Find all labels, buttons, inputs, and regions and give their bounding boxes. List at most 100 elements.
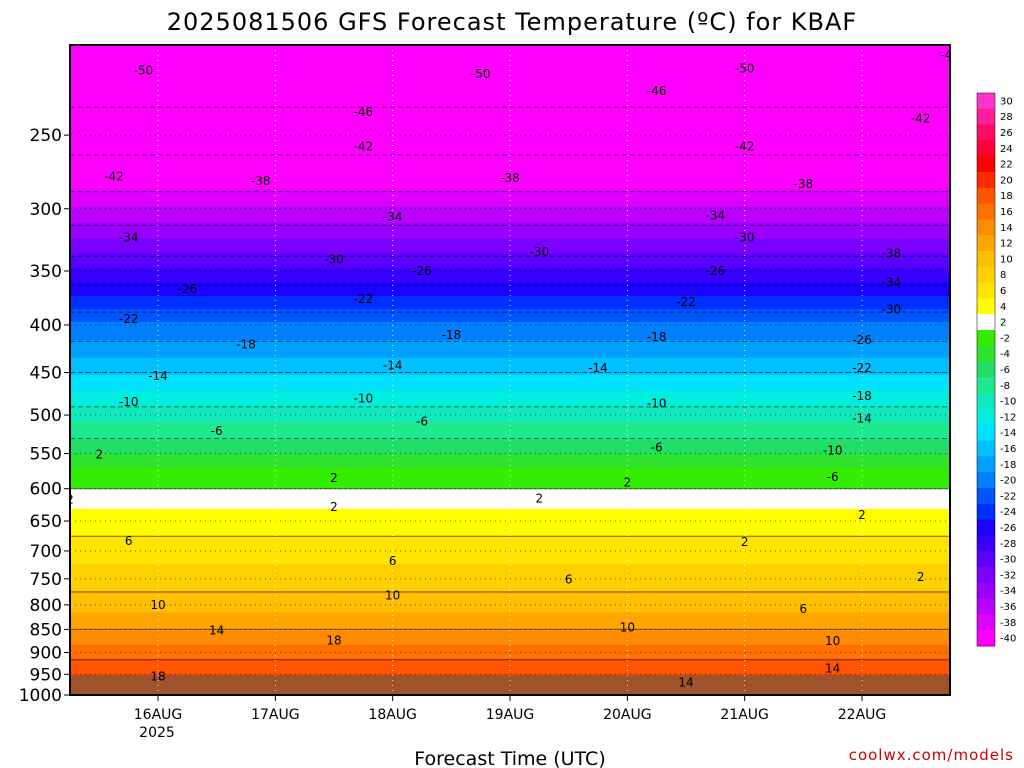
y-tick-label: 750 — [30, 570, 62, 590]
contour-label: -18 — [852, 389, 872, 403]
chart-title: 2025081506 GFS Forecast Temperature (ºC)… — [167, 8, 857, 36]
temperature-band — [70, 198, 950, 208]
time-axis: 16AUG 17AUG 18AUG 19AUG 20AUG 21AUG 22AUG — [134, 695, 886, 723]
temperature-band — [70, 615, 950, 620]
temperature-band — [70, 123, 950, 135]
temperature-band — [70, 426, 950, 432]
contour-label: -6 — [416, 414, 428, 428]
contour-label: -34 — [119, 230, 139, 244]
temperature-band — [70, 91, 950, 104]
temperature-band — [70, 133, 950, 145]
contour-label: -10 — [119, 395, 139, 409]
temperature-band — [70, 416, 950, 422]
temperature-band — [70, 374, 950, 381]
x-axis-title: Forecast Time (UTC) — [414, 748, 605, 768]
contour-label: 10 — [825, 634, 840, 648]
colorbar-swatch — [977, 440, 995, 457]
temperature-band — [70, 222, 950, 232]
contour-label: -30 — [882, 303, 902, 317]
temperature-band — [70, 580, 950, 585]
colorbar-frame — [976, 92, 996, 647]
temperature-band — [70, 430, 950, 437]
colorbar-label: -22 — [1000, 491, 1016, 502]
colorbar-label: 30 — [1000, 96, 1013, 107]
x-tick-label: 19AUG — [486, 707, 535, 723]
colorbar-label: -10 — [1000, 397, 1016, 408]
contour-label: -22 — [676, 295, 696, 309]
y-tick-label: 850 — [30, 620, 62, 640]
colorbar-label: -14 — [1000, 428, 1016, 439]
colorbar-label: -20 — [1000, 476, 1016, 487]
temperature-band — [70, 411, 950, 417]
contour-label: -10 — [647, 397, 667, 411]
contour-label: -14 — [383, 358, 403, 372]
temperature-band — [70, 535, 950, 540]
temperature-band — [70, 80, 950, 93]
colorbar-swatch — [977, 393, 995, 410]
temperature-band — [70, 597, 950, 601]
x-tick-label: 17AUG — [251, 707, 300, 723]
y-tick-label: 700 — [30, 542, 62, 562]
colorbar-swatch — [977, 361, 995, 378]
colorbar-label: -30 — [1000, 555, 1016, 566]
colorbar-label: 24 — [1000, 144, 1013, 155]
temperature-band — [70, 560, 950, 565]
temperature-band — [70, 253, 950, 262]
temperature-band — [70, 406, 950, 412]
x-tick-label: 16AUG — [134, 707, 183, 723]
contour-label: -30 — [530, 245, 550, 259]
temperature-band — [70, 162, 950, 173]
contour-label: -50 — [735, 62, 755, 76]
contour-label: 6 — [565, 572, 573, 586]
colorbar-swatch — [977, 219, 995, 236]
temperature-band — [70, 516, 950, 522]
temperature-band — [70, 661, 950, 665]
contour-label: -34 — [882, 275, 902, 289]
colorbar-label: 16 — [1000, 207, 1013, 218]
colorbar-swatch — [977, 140, 995, 157]
colorbar-swatch — [977, 298, 995, 315]
contour-label: -46 — [940, 48, 960, 62]
temperature-band — [70, 206, 950, 216]
temperature-band — [70, 444, 950, 451]
temperature-band — [70, 363, 950, 370]
temperature-band — [70, 550, 950, 555]
colorbar-swatch — [977, 124, 995, 141]
temperature-band — [70, 289, 950, 297]
colorbar-swatch — [977, 630, 995, 647]
temperature-band — [70, 328, 950, 335]
contour-label: -6 — [651, 441, 663, 455]
temperature-band — [70, 113, 950, 125]
contour-label: -30 — [735, 230, 755, 244]
temperature-band — [70, 612, 950, 617]
contour-label: -18 — [647, 330, 667, 344]
temperature-band — [70, 421, 950, 427]
colorbar-swatch — [977, 456, 995, 473]
colorbar-label: -34 — [1000, 586, 1016, 597]
temperature-band — [70, 524, 950, 529]
temperature-band — [70, 440, 950, 446]
contour-label: -42 — [354, 139, 374, 153]
contour-label: 2 — [66, 492, 74, 506]
colorbar-swatch — [977, 472, 995, 489]
temperature-band — [70, 385, 950, 392]
temperature-band — [70, 458, 950, 464]
colorbar-swatch — [977, 377, 995, 394]
temperature-band — [70, 395, 950, 402]
temperature-band — [70, 153, 950, 164]
temperature-band — [70, 401, 950, 407]
contour-label: -6 — [211, 424, 223, 438]
temperature-band — [70, 315, 950, 323]
colorbar-label: -16 — [1000, 444, 1016, 455]
temperature-band — [70, 334, 950, 341]
colorbar-label: -2 — [1000, 333, 1010, 344]
temperature-band — [70, 531, 950, 537]
colorbar-label: -32 — [1000, 570, 1016, 581]
contour-label: -42 — [735, 139, 755, 153]
y-tick-label: 450 — [30, 364, 62, 384]
contour-label: -18 — [236, 338, 256, 352]
temperature-band — [70, 238, 950, 247]
colorbar-label: 4 — [1000, 302, 1006, 313]
credit-link[interactable]: coolwx.com/models — [849, 746, 1014, 764]
colorbar-swatch — [977, 235, 995, 252]
